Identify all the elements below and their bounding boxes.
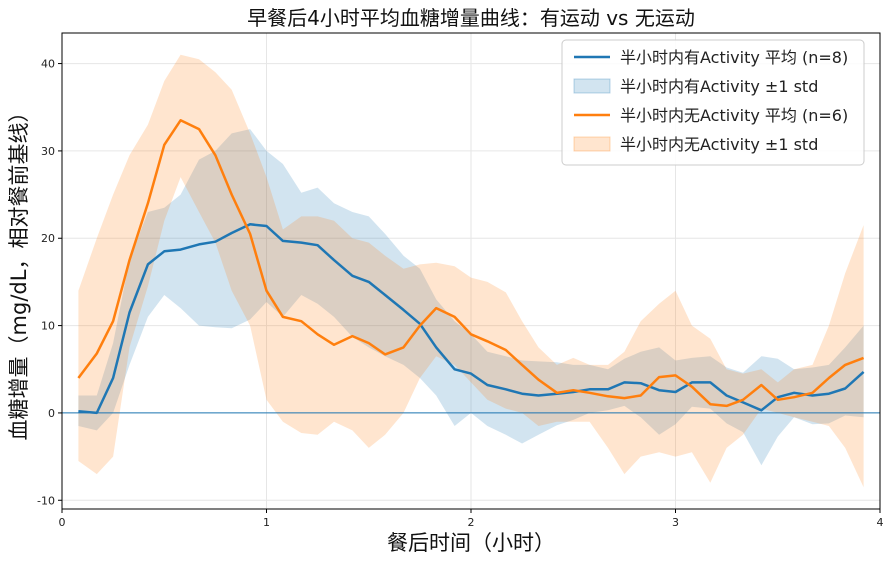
legend-band-swatch	[573, 136, 611, 152]
axis-ticks: 0 1 2 3 4 -10 0 10 20 30 40	[37, 58, 883, 529]
y-tick-label: 30	[41, 145, 55, 158]
y-tick-label: 10	[41, 320, 55, 333]
mean-lines	[77, 119, 865, 415]
y-axis-label: 血糖增量（mg/dL，相对餐前基线）	[7, 102, 31, 441]
x-tick-label: 1	[263, 516, 270, 529]
legend-band-swatch	[573, 78, 611, 94]
mean-line-series-1	[78, 223, 865, 415]
legend: 半小时内有Activity 平均 (n=8) 半小时内有Activity ±1 s…	[561, 39, 865, 166]
std-band-series-2	[78, 54, 864, 488]
legend-label: 半小时内无Activity 平均 (n=6)	[620, 106, 848, 125]
std-bands	[78, 54, 864, 488]
std-band-series-1	[78, 129, 864, 466]
y-tick-label: 0	[48, 407, 55, 420]
mean-line-series-2	[77, 119, 865, 408]
legend-label: 半小时内有Activity 平均 (n=8)	[620, 48, 848, 67]
chart-title: 早餐后4小时平均血糖增量曲线：有运动 vs 无运动	[247, 6, 695, 30]
x-axis-label: 餐后时间（小时）	[387, 531, 555, 555]
x-tick-label: 2	[468, 516, 475, 529]
y-tick-label: 20	[41, 232, 55, 245]
legend-label: 半小时内无Activity ±1 std	[620, 135, 818, 154]
legend-label: 半小时内有Activity ±1 std	[620, 77, 818, 96]
legend-box	[561, 39, 865, 166]
y-tick-label: -10	[37, 494, 55, 507]
x-tick-label: 4	[877, 516, 884, 529]
x-tick-label: 0	[59, 516, 66, 529]
x-tick-label: 3	[672, 516, 679, 529]
y-tick-label: 40	[41, 58, 55, 71]
